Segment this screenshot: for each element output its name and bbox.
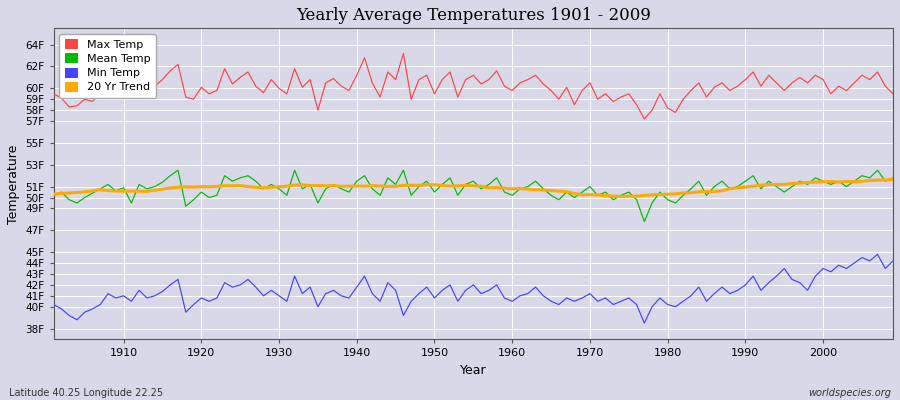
Text: worldspecies.org: worldspecies.org	[808, 388, 891, 398]
Y-axis label: Temperature: Temperature	[7, 144, 20, 224]
Legend: Max Temp, Mean Temp, Min Temp, 20 Yr Trend: Max Temp, Mean Temp, Min Temp, 20 Yr Tre…	[59, 34, 157, 98]
Title: Yearly Average Temperatures 1901 - 2009: Yearly Average Temperatures 1901 - 2009	[296, 7, 651, 24]
Text: Latitude 40.25 Longitude 22.25: Latitude 40.25 Longitude 22.25	[9, 388, 163, 398]
X-axis label: Year: Year	[460, 364, 487, 377]
